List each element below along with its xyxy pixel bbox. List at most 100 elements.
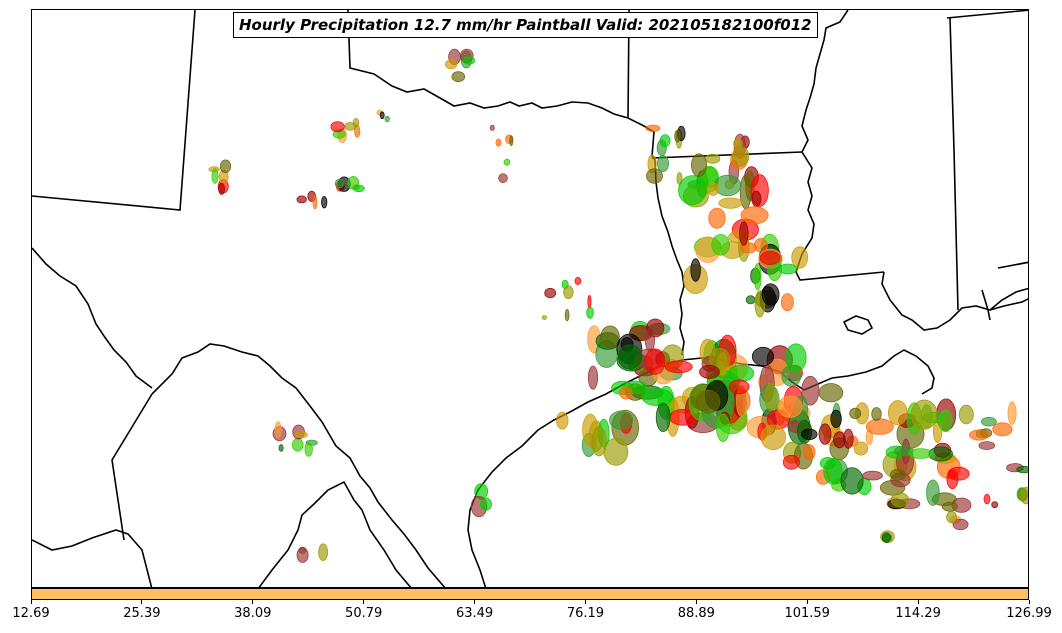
precip-paintball [739,221,749,246]
precip-paintball [641,388,674,407]
precip-paintball [218,182,226,195]
colorbar-tick [252,600,254,604]
mexico-state-line-3 [258,480,412,587]
precip-paintball [617,344,643,370]
precip-paintball [713,174,742,197]
precip-paintball [691,153,708,178]
colorbar-tick-label: 88.89 [677,606,715,621]
precip-paintball [498,173,508,184]
la-gulf-coast [803,349,935,395]
precip-paintball [664,360,693,374]
precip-paintball [657,155,670,173]
precip-paintball [992,422,1013,437]
precip-paintball [587,365,599,390]
precip-paintball [659,134,671,148]
precip-paintball [731,145,750,167]
colorbar-tick [363,600,365,604]
map-canvas [32,10,1028,587]
mississippi-river [801,10,849,153]
ok-tx-panhandle-border [32,10,196,211]
precip-paintball [444,59,458,70]
precip-paintball [563,285,574,300]
precip-paintball [709,347,731,371]
precip-paintball [294,431,308,439]
precip-paintball [591,426,607,457]
precip-paintball [462,56,476,65]
precip-paintball [334,178,344,189]
precip-paintball [711,234,730,256]
sabine-river [654,159,685,356]
precip-paintball [678,175,707,206]
precip-paintball [728,364,755,382]
precip-paintball [495,138,502,147]
precip-paintball [728,379,750,395]
colorbar-tick [141,600,143,604]
precip-paintball [211,168,219,184]
precip-paintball [969,429,989,441]
colorbar-tick-label: 101.59 [784,606,830,621]
precip-paintball [705,153,721,164]
precip-paintball [312,195,318,210]
precip-paintball [978,441,996,451]
map-title: Hourly Precipitation 12.7 mm/hr Paintbal… [233,12,818,38]
precip-paintball [753,263,762,291]
map-panel [31,9,1029,588]
precip-paintball [274,421,282,439]
colorbar-tick-label: 126.99 [1006,606,1052,621]
lake-pontchartrain [842,315,874,335]
precip-paintball [1019,486,1028,505]
precip-paintball [716,413,730,443]
precip-paintball [981,416,997,427]
colorbar-tick-label: 25.39 [123,606,161,621]
colorbar-tick [30,600,32,604]
precip-paintball [690,258,701,282]
colorbar-tick-label: 38.09 [234,606,272,621]
precip-paintball [330,121,345,133]
precip-paintball [764,383,777,412]
colorbar [31,588,1029,600]
precip-paintball [479,497,492,511]
ms-coast [881,271,1028,331]
precip-paintball [910,399,938,430]
precip-paintball [818,423,832,445]
precip-paintball [947,466,970,481]
precip-paintball [674,129,681,143]
precip-paintball [644,348,666,375]
colorbar-tick-label: 76.19 [566,606,605,621]
precip-paintball [780,293,794,312]
precip-paintball [619,386,633,400]
precip-paintball [751,346,775,367]
ms-al-border [949,17,959,311]
precip-paintball [761,283,780,306]
colorbar-tick [584,600,586,604]
precip-paintball [586,306,594,319]
precip-paintball [354,124,361,138]
precip-paintball [451,71,466,83]
precip-paintball [751,190,762,207]
precip-paintball [708,207,726,229]
precip-paintball [823,457,843,485]
precip-paintball [344,122,357,131]
precip-paintball [655,402,671,432]
precip-paintball [609,410,634,430]
mexico-state-line-2 [32,529,153,587]
precip-paintball [544,287,557,299]
precip-paintball [871,407,882,421]
precip-paintball [941,501,958,512]
precip-paintball [853,441,869,456]
precip-paintball [379,111,385,120]
precip-paintball [503,158,511,166]
la-ar-border [651,151,803,159]
precip-paintball [718,197,743,209]
precip-paintball [574,276,582,285]
precip-paintball [321,195,328,209]
mexico-state-line-1 [111,393,153,541]
colorbar-tick [695,600,697,604]
precip-paintball [509,135,514,146]
precip-paintball [695,389,721,414]
precip-paintball [278,444,284,452]
precip-paintball [353,184,365,193]
precip-paintball [699,364,720,379]
al-ga-border [946,10,1028,19]
precip-paintball [865,418,894,435]
